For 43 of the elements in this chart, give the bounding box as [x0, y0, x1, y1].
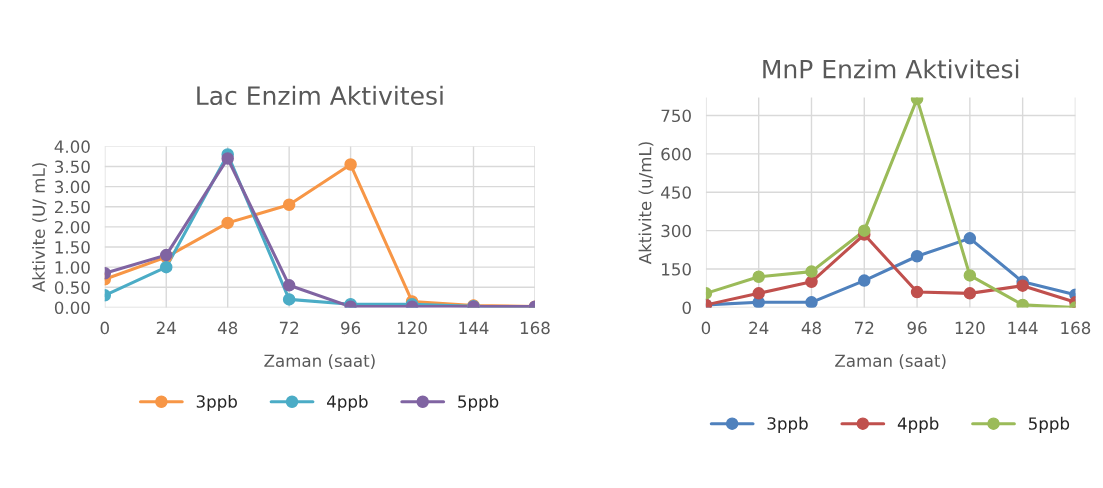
- x-tick-label: 168: [520, 321, 550, 335]
- chart-title: Lac Enzim Aktivitesi: [197, 85, 443, 106]
- x-tick-label: 24: [156, 321, 176, 334]
- legend-label: 3ppb: [196, 394, 237, 412]
- legend-label: 5ppb: [458, 394, 499, 412]
- y-tick-label: 300: [661, 224, 691, 238]
- legend-label: 4ppb: [327, 394, 368, 412]
- x-tick-label: 0: [701, 321, 711, 335]
- y-tick-label: 0.50: [54, 281, 90, 294]
- y-tick-label: 600: [661, 147, 691, 161]
- y-axis-title: Aktivite (u/mL): [638, 142, 654, 265]
- legend-label: 4ppb: [897, 416, 939, 433]
- x-axis-title: Zaman (saat): [835, 354, 946, 369]
- x-tick-label: 72: [279, 321, 299, 334]
- y-tick-label: 450: [661, 186, 691, 199]
- x-axis-title: Zaman (saat): [264, 354, 375, 369]
- x-tick-label: 144: [1008, 321, 1038, 334]
- y-tick-label: 4.00: [54, 140, 90, 153]
- y-tick-label: 750: [661, 109, 691, 123]
- y-tick-label: 0.00: [54, 301, 90, 315]
- x-tick-label: 72: [855, 321, 874, 334]
- y-tick-label: 0: [682, 301, 691, 315]
- x-tick-label: 24: [749, 321, 769, 334]
- y-tick-label: 1.50: [55, 241, 90, 254]
- y-axis-title: Aktivite (U/ mL): [32, 163, 47, 293]
- y-tick-label: 150: [662, 263, 691, 276]
- x-tick-label: 48: [801, 321, 821, 335]
- x-tick-label: 144: [459, 321, 489, 334]
- legend-label: 5ppb: [1028, 416, 1070, 433]
- y-tick-label: 3.50: [55, 160, 90, 174]
- legend-label: 3ppb: [767, 416, 808, 433]
- x-tick-label: 120: [955, 321, 985, 335]
- y-tick-label: 3.00: [55, 180, 90, 194]
- x-tick-label: 48: [217, 321, 238, 335]
- x-tick-label: 120: [397, 321, 427, 335]
- y-tick-label: 2.50: [55, 200, 90, 214]
- x-tick-label: 0: [100, 321, 109, 335]
- x-tick-label: 96: [341, 321, 361, 335]
- y-tick-label: 2.00: [55, 220, 90, 234]
- y-tick-label: 1.00: [55, 261, 90, 274]
- x-tick-label: 168: [1061, 321, 1091, 335]
- x-tick-label: 96: [907, 321, 927, 335]
- chart-title: MnP Enzim Aktivitesi: [763, 59, 1019, 79]
